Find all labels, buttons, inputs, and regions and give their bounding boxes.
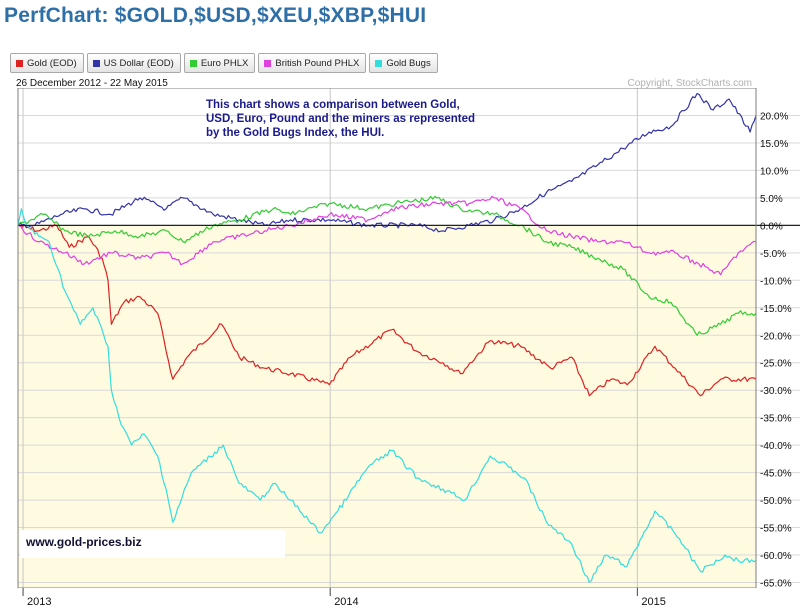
y-tick-label: -5.0% [760, 249, 786, 260]
series-line-gold-eod [17, 224, 757, 397]
y-tick-label: 15.0% [760, 139, 788, 150]
legend-label: US Dollar (EOD) [103, 57, 174, 69]
x-tick-label: 2013 [27, 596, 51, 608]
y-tick-label: -35.0% [760, 414, 792, 425]
y-tick-label: -45.0% [760, 469, 792, 480]
x-axis: 2013 2014 2015 [22, 588, 666, 608]
x-axis-strip [18, 588, 800, 613]
y-tick-label: -55.0% [760, 524, 792, 535]
x-tick-label: 2014 [334, 596, 358, 608]
legend-toggle-british-pound-phlx[interactable]: British Pound PHLX [258, 53, 367, 73]
legend-swatch [375, 59, 383, 67]
y-tick-label: -10.0% [760, 276, 792, 287]
page-title: PerfChart: $GOLD,$USD,$XEU,$XBP,$HUI [4, 4, 427, 27]
legend-toggle-us-dollar-eod[interactable]: US Dollar (EOD) [86, 53, 181, 73]
y-tick-label: -30.0% [760, 386, 792, 397]
annotation-line: USD, Euro, Pound and the miners as repre… [206, 113, 475, 125]
legend-swatch [92, 59, 100, 67]
legend: Gold (EOD) US Dollar (EOD) Euro PHLX Britis… [10, 53, 438, 73]
legend-toggle-euro-phlx[interactable]: Euro PHLX [183, 53, 256, 73]
date-range-label: 26 December 2012 - 22 May 2015 [16, 78, 168, 89]
legend-toggle-gold-bugs[interactable]: Gold Bugs [369, 53, 438, 73]
legend-label: Euro PHLX [200, 57, 249, 69]
y-tick-label: -40.0% [760, 441, 792, 452]
y-tick-label: 5.0% [760, 194, 783, 205]
y-tick-label: 20.0% [760, 111, 788, 122]
series-line-euro-phlx [17, 195, 757, 336]
y-tick-label: -15.0% [760, 304, 792, 315]
y-tick-label: -60.0% [760, 551, 792, 562]
y-axis: 20.0% 15.0% 10.0% 5.0% 0.0% -5.0% -10.0% -15.0%… [760, 111, 792, 589]
copyright-label: Copyright, StockCharts.com [628, 78, 753, 89]
y-tick-label: -50.0% [760, 496, 792, 507]
legend-swatch [189, 59, 197, 67]
legend-swatch [264, 59, 272, 67]
header-strip [10, 76, 800, 88]
annotation-line: by the Gold Bugs Index, the HUI. [206, 127, 384, 139]
website-box [20, 530, 285, 558]
annotation-text: This chart shows a comparison between Go… [206, 99, 475, 139]
series-line-us-dollar-eod [17, 92, 757, 233]
annotation-line: This chart shows a comparison between Go… [206, 99, 460, 111]
series-lines [17, 92, 757, 584]
y-tick-label: -65.0% [760, 579, 792, 590]
y-tick-label: -25.0% [760, 359, 792, 370]
series-line-british-pound-phlx [17, 195, 757, 276]
y-tick-label: 10.0% [760, 166, 788, 177]
x-tick-label: 2015 [641, 596, 665, 608]
website-label: www.gold-prices.biz [25, 535, 142, 549]
legend-toggle-gold-eod[interactable]: Gold (EOD) [10, 53, 84, 73]
y-tick-label: -20.0% [760, 331, 792, 342]
legend-swatch [16, 59, 23, 67]
legend-label: British Pound PHLX [275, 57, 360, 69]
legend-label: Gold Bugs [386, 57, 431, 69]
y-tick-label: 0.0% [760, 221, 783, 232]
legend-label: Gold (EOD) [27, 57, 77, 69]
series-line-gold-bugs [17, 208, 757, 584]
